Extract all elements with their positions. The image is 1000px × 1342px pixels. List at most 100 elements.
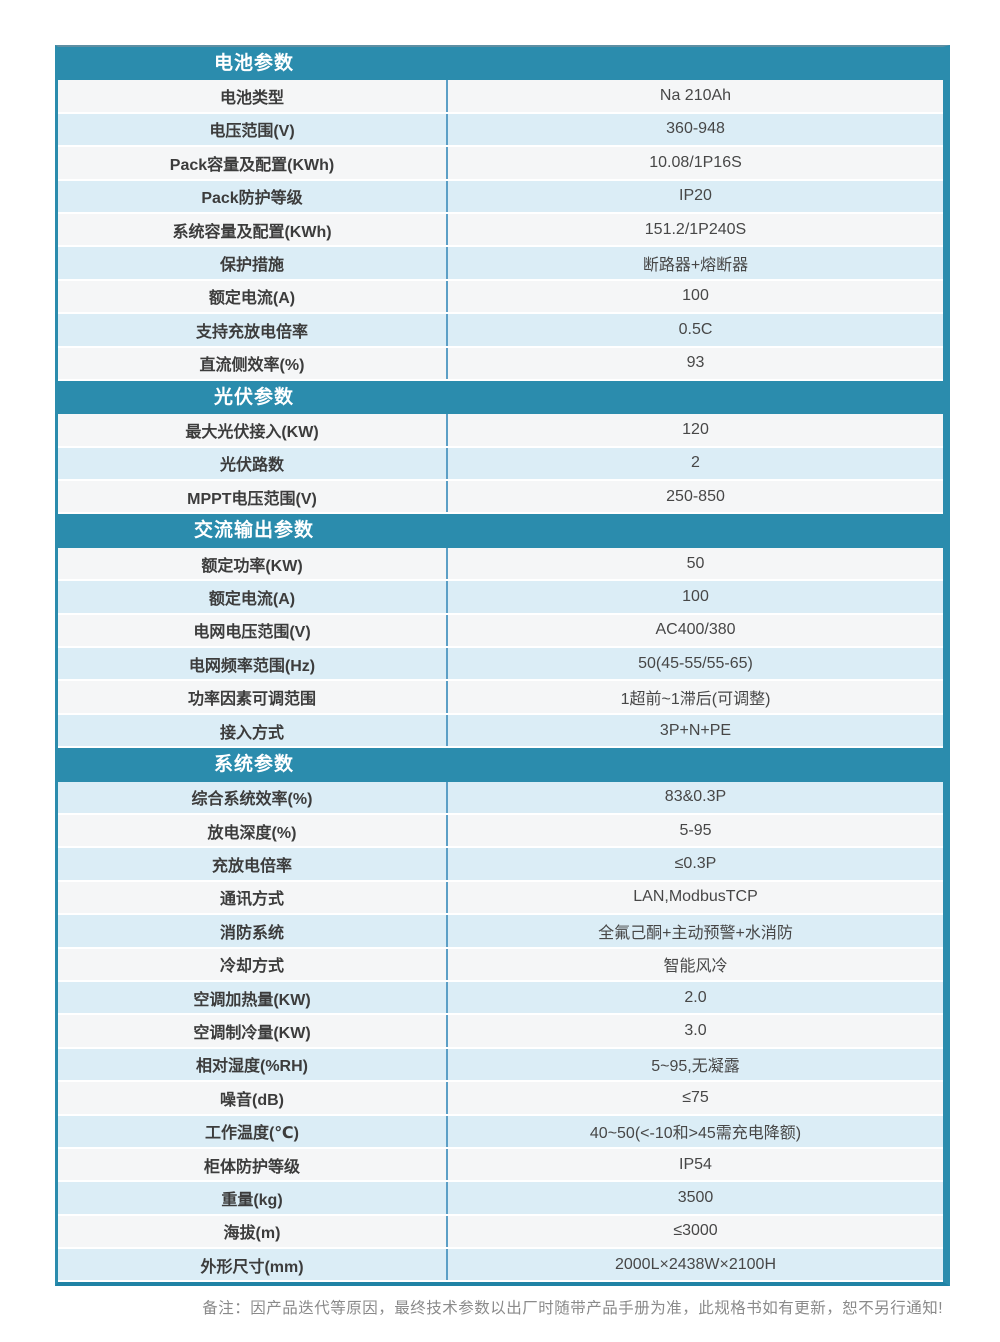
spec-value: 360-948 [666, 120, 725, 138]
spec-value: 2.0 [684, 988, 707, 1006]
spec-value: 250-850 [666, 487, 725, 505]
spec-label: 空调制冷量(KW) [58, 1015, 448, 1047]
spec-row: 系统容量及配置(KWh) 151.2/1P240S [58, 213, 943, 248]
spec-value: 1超前~1滞后(可调整) [620, 691, 771, 709]
spec-row: Pack防护等级 IP20 [58, 180, 943, 214]
spec-value: IP54 [679, 1155, 712, 1173]
spec-row: 电压范围(V) 360-948 [58, 113, 943, 148]
spec-row: 额定功率(KW) 50 [58, 547, 943, 582]
spec-row: 保护措施 断路器+熔断器 [58, 247, 943, 281]
spec-value: 83&0.3P [664, 788, 727, 806]
spec-row: MPPT电压范围(V) 250-850 [58, 481, 943, 515]
spec-row: 空调加热量(KW) 2.0 [58, 981, 943, 1016]
spec-value: 断路器+熔断器 [642, 257, 749, 275]
spec-value: IP20 [679, 187, 712, 205]
section-header-ac-output: 交流输出参数 [58, 514, 943, 548]
spec-label: 噪音(dB) [58, 1082, 448, 1114]
spec-row: 冷却方式 智能风冷 [58, 948, 943, 982]
section-title: 交流输出参数 [193, 520, 314, 542]
spec-label: 额定电流(A) [58, 581, 448, 613]
spec-value: 5~95,无凝露 [651, 1058, 740, 1076]
spec-value: 2 [691, 454, 700, 472]
spec-value: 3P+N+PE [659, 721, 732, 739]
spec-row: 重量(kg) 3500 [58, 1182, 943, 1216]
spec-value: Na 210Ah [659, 87, 732, 105]
section-header-system: 系统参数 [58, 748, 943, 782]
spec-label: 外形尺寸(mm) [58, 1249, 448, 1281]
spec-row: 通讯方式 LAN,ModbusTCP [58, 881, 943, 916]
spec-row: 电网电压范围(V) AC400/380 [58, 614, 943, 649]
spec-label: 综合系统效率(%) [58, 781, 448, 813]
spec-label: 接入方式 [58, 714, 448, 747]
spec-row: 柜体防护等级 IP54 [58, 1148, 943, 1183]
spec-row: 空调制冷量(KW) 3.0 [58, 1015, 943, 1049]
spec-label: 充放电倍率 [58, 848, 448, 880]
spec-row: 接入方式 3P+N+PE [58, 714, 943, 749]
spec-value: LAN,ModbusTCP [633, 888, 758, 906]
spec-value: 100 [682, 287, 709, 305]
spec-label: 相对湿度(%RH) [58, 1048, 448, 1081]
spec-row: 电池类型 Na 210Ah [58, 80, 943, 114]
spec-row: 额定电流(A) 100 [58, 581, 943, 615]
spec-label: 最大光伏接入(KW) [58, 414, 448, 446]
spec-value: 151.2/1P240S [644, 220, 747, 238]
spec-row: 噪音(dB) ≤75 [58, 1082, 943, 1116]
spec-value: ≤3000 [673, 1222, 718, 1240]
spec-row: 外形尺寸(mm) 2000L×2438W×2100H [58, 1249, 943, 1283]
spec-label: 冷却方式 [58, 948, 448, 980]
spec-label: 额定电流(A) [58, 280, 448, 313]
spec-value: AC400/380 [655, 621, 736, 639]
spec-row: 电网频率范围(Hz) 50(45-55/55-65) [58, 648, 943, 682]
spec-row: 额定电流(A) 100 [58, 280, 943, 315]
spec-label: 空调加热量(KW) [58, 981, 448, 1014]
spec-value: 50 [686, 554, 705, 572]
spec-label: 工作温度(℃) [58, 1115, 448, 1147]
spec-value: 10.08/1P16S [649, 153, 742, 171]
spec-row: 支持充放电倍率 0.5C [58, 314, 943, 348]
spec-row: 消防系统 全氟己酮+主动预警+水消防 [58, 915, 943, 949]
spec-value: ≤0.3P [674, 855, 717, 873]
spec-value: 50(45-55/55-65) [638, 654, 753, 672]
spec-label: 直流侧效率(%) [58, 347, 448, 379]
spec-label: 支持充放电倍率 [58, 314, 448, 346]
spec-value: 全氟己酮+主动预警+水消防 [598, 924, 793, 942]
spec-row: 放电深度(%) 5-95 [58, 814, 943, 849]
spec-label: 光伏路数 [58, 447, 448, 480]
spec-label: 电压范围(V) [58, 113, 448, 146]
footer-note: 备注：因产品迭代等原因，最终技术参数以出厂时随带产品手册为准，此规格书如有更新，… [202, 1300, 943, 1317]
spec-value: 智能风冷 [663, 958, 728, 976]
spec-value: 93 [686, 354, 705, 372]
spec-label: 电网电压范围(V) [58, 614, 448, 647]
spec-table: 电池参数 电池类型 Na 210Ah 电压范围(V) 360-948 Pack容… [55, 45, 950, 1287]
spec-row: 综合系统效率(%) 83&0.3P [58, 781, 943, 815]
spec-label: 消防系统 [58, 915, 448, 947]
spec-label: 通讯方式 [58, 881, 448, 914]
spec-row: 充放电倍率 ≤0.3P [58, 848, 943, 882]
spec-label: 电网频率范围(Hz) [58, 648, 448, 680]
spec-row: 相对湿度(%RH) 5~95,无凝露 [58, 1048, 943, 1083]
spec-label: 重量(kg) [58, 1182, 448, 1214]
spec-row: 工作温度(℃) 40~50(<-10和>45需充电降额) [58, 1115, 943, 1149]
spec-value: 120 [682, 420, 709, 438]
spec-label: 系统容量及配置(KWh) [58, 213, 448, 246]
spec-label: 保护措施 [58, 247, 448, 279]
spec-value: ≤75 [682, 1088, 709, 1106]
spec-label: 功率因素可调范围 [58, 681, 448, 713]
section-title: 光伏参数 [213, 386, 294, 408]
section-header-pv: 光伏参数 [58, 380, 943, 415]
section-header-battery: 电池参数 [58, 47, 943, 81]
spec-row: 光伏路数 2 [58, 447, 943, 482]
spec-label: Pack容量及配置(KWh) [58, 147, 448, 179]
spec-value: 3.0 [684, 1022, 707, 1040]
spec-value: 100 [682, 587, 709, 605]
spec-label: 海拔(m) [58, 1215, 448, 1248]
spec-label: 额定功率(KW) [58, 547, 448, 580]
spec-row: 海拔(m) ≤3000 [58, 1215, 943, 1250]
spec-value: 0.5C [678, 320, 713, 338]
spec-value: 2000L×2438W×2100H [614, 1255, 777, 1273]
spec-value: 40~50(<-10和>45需充电降额) [589, 1125, 802, 1143]
spec-label: 电池类型 [58, 80, 448, 112]
spec-label: MPPT电压范围(V) [58, 481, 448, 513]
section-title: 电池参数 [213, 53, 294, 74]
spec-label: 放电深度(%) [58, 814, 448, 847]
